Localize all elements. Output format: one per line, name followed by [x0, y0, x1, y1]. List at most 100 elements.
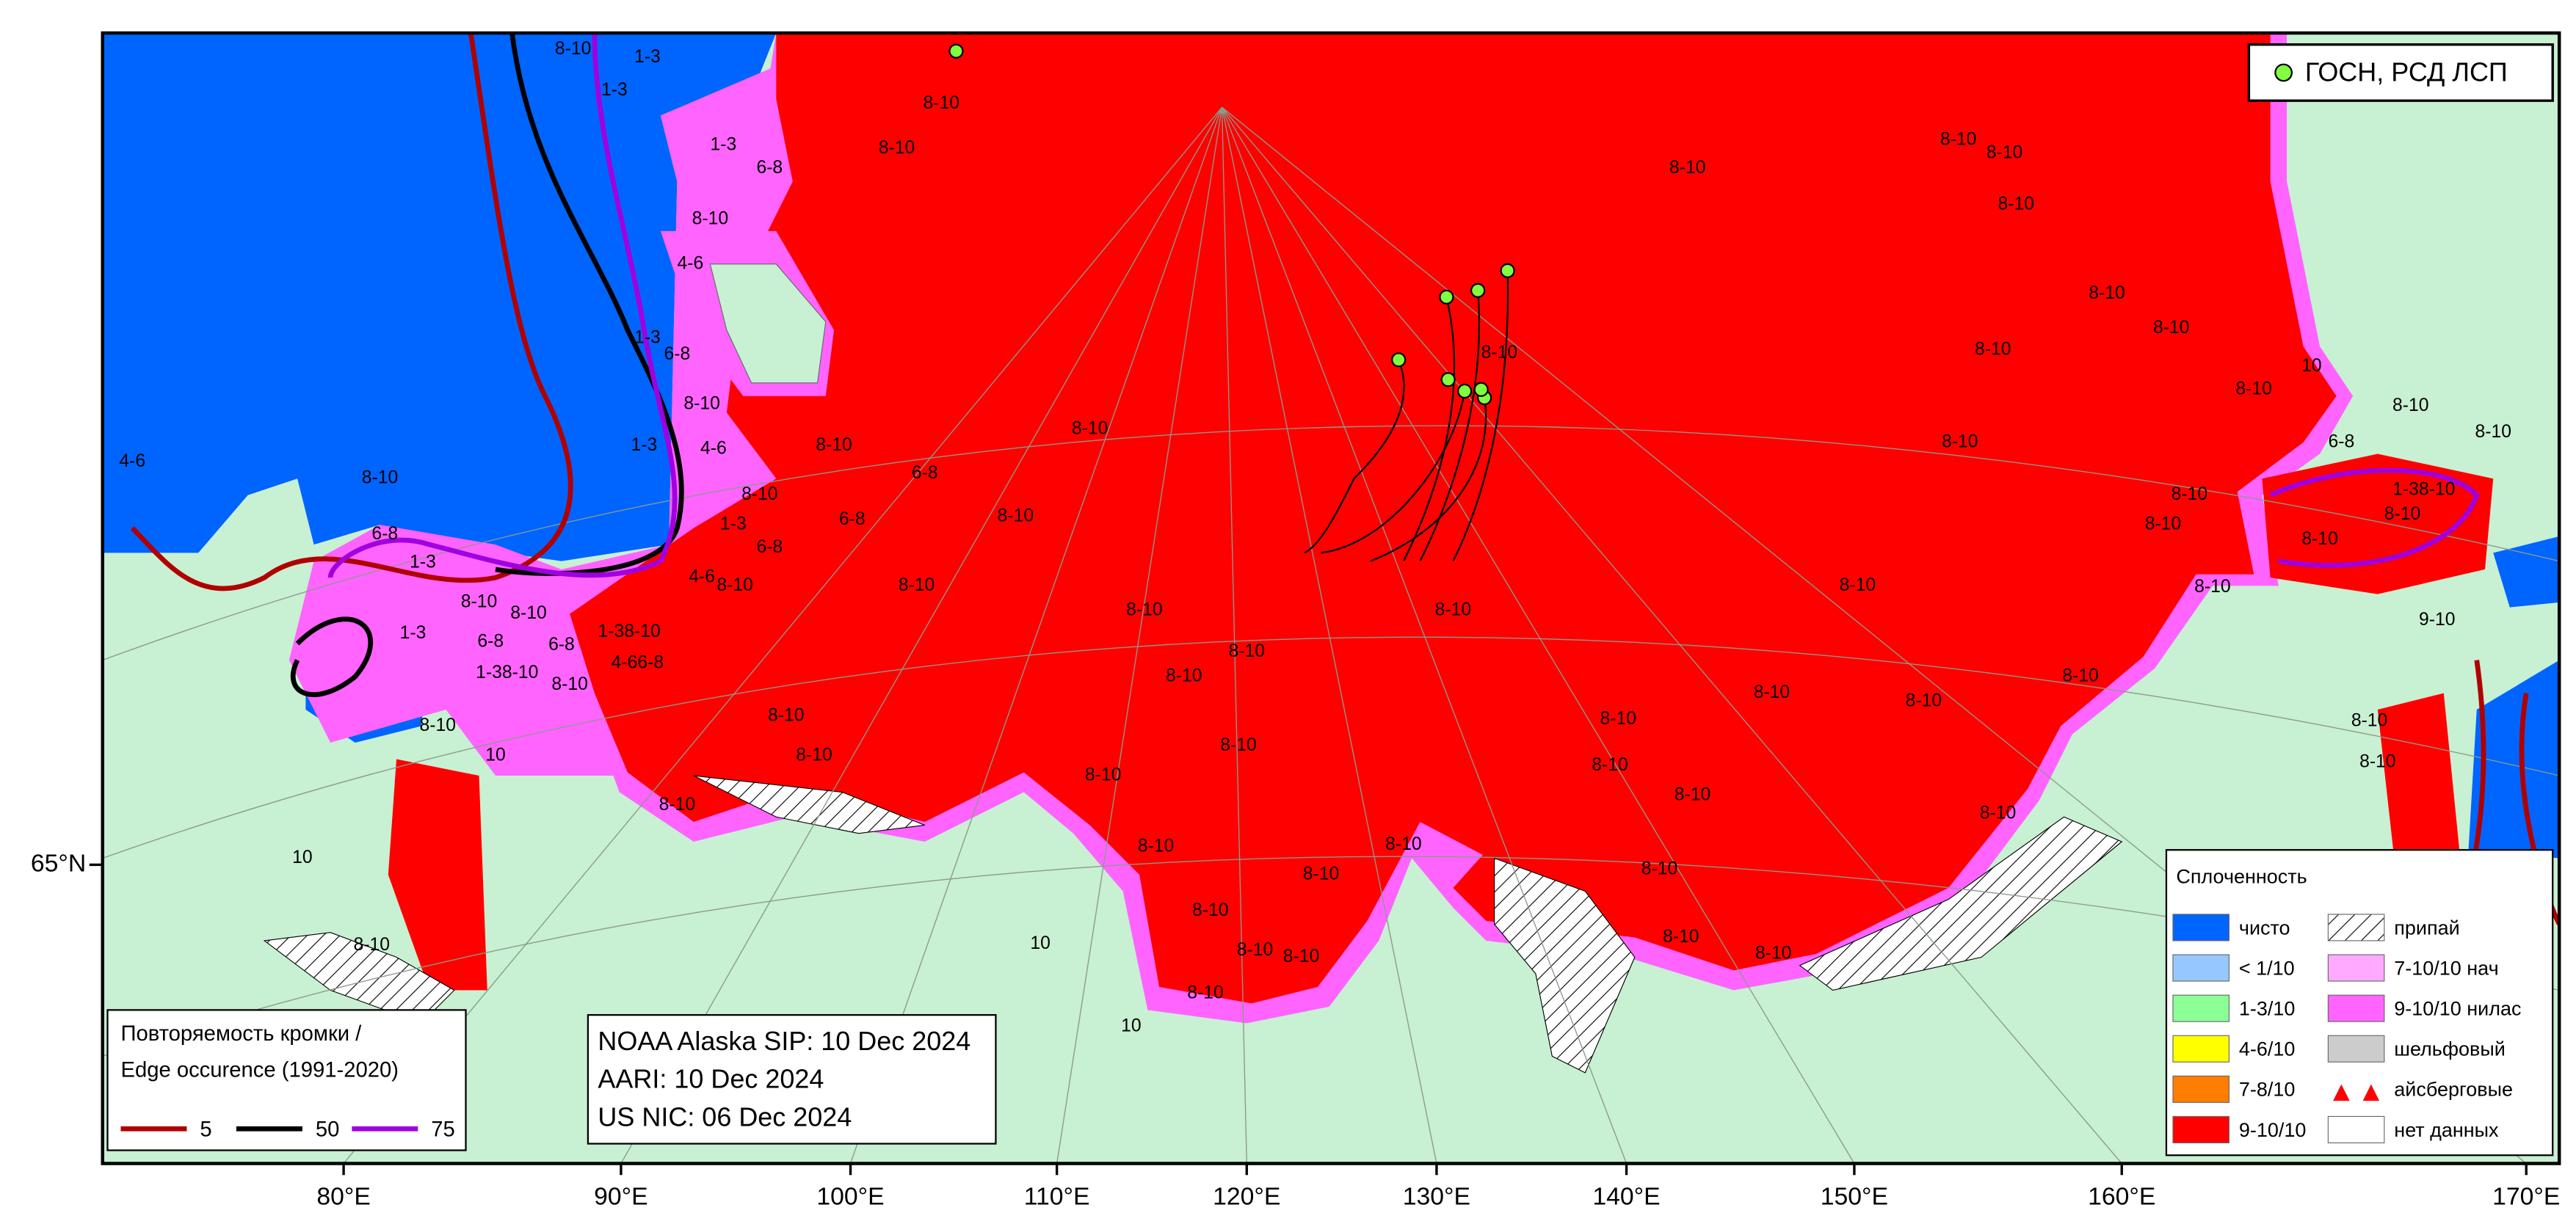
- ice-label: 8-10: [1600, 709, 1636, 729]
- points-legend-box: [2247, 43, 2554, 102]
- legend-swatch: [2172, 994, 2229, 1022]
- ice-label: 8-10: [1840, 575, 1876, 595]
- ice-label: 8-10: [2145, 514, 2181, 534]
- info-line: US NIC: 06 Dec 2024: [598, 1101, 852, 1132]
- x-tick-label: 140°E: [1592, 1183, 1660, 1211]
- ice-label: 8-10: [555, 39, 591, 59]
- info-line: NOAA Alaska SIP: 10 Dec 2024: [598, 1026, 970, 1056]
- ice-label: 8-10: [768, 706, 804, 726]
- ice-label: 4-6: [689, 567, 715, 587]
- ice-label: 10: [1030, 933, 1051, 953]
- x-tick-label: 130°E: [1403, 1183, 1470, 1211]
- ice-label: 8-10: [2359, 752, 2395, 772]
- ice-label: 8-10: [1942, 431, 1978, 451]
- ice-label: 8-10: [2384, 504, 2420, 524]
- legend-label: 4-6/10: [2239, 1038, 2295, 1060]
- ice-label: 8-10: [1669, 158, 1705, 178]
- ice-label: 6-8: [477, 631, 504, 651]
- pack-ice: [2377, 693, 2461, 859]
- ice-label: 8-10: [1906, 691, 1942, 710]
- ice-label: 8-10: [1385, 834, 1421, 854]
- pack-ice: [388, 759, 487, 991]
- pack-ice: [2262, 453, 2494, 594]
- legend-swatch: [2327, 994, 2385, 1022]
- points-legend-marker: [2274, 63, 2293, 82]
- ice-label: 8-10: [2475, 422, 2511, 442]
- ice-label: 8-10: [2172, 484, 2207, 504]
- ice-label: 8-10: [420, 715, 456, 735]
- ice-label: 1-3: [631, 435, 658, 455]
- ice-label: 8-10: [1663, 927, 1699, 947]
- station-point: [1473, 382, 1489, 397]
- station-point: [1439, 289, 1454, 305]
- ice-label: 4-6: [700, 438, 727, 458]
- x-tick-label: 120°E: [1213, 1183, 1280, 1211]
- ice-label: 8-10: [2301, 529, 2337, 549]
- ice-label: 1-38-10: [476, 663, 538, 682]
- edge-legend-label: 50: [316, 1118, 340, 1141]
- map-area: 8-10 8-10 8-10 8-10 8-10 8-10 8-10 8-10 8-10 8-10…: [102, 32, 2560, 1164]
- ice-label: 8-10: [510, 603, 546, 623]
- ice-label: 1-3: [634, 328, 661, 348]
- points-legend-label: ГОСН, РСД ЛСП: [2305, 57, 2508, 87]
- ice-label: 8-10: [1641, 859, 1677, 879]
- ice-label: 6-8: [664, 344, 691, 364]
- ice-label: 8-10: [1138, 836, 1174, 856]
- legend-swatch-iceberg: [2362, 1084, 2380, 1101]
- drift-tracks: [1304, 270, 1509, 562]
- ice-label: 8-10: [1187, 983, 1223, 1002]
- ice-label: 8-10: [1072, 418, 1108, 438]
- open-water: [2493, 536, 2560, 608]
- ice-label: 4-6: [119, 451, 145, 471]
- legend-label: припай: [2394, 917, 2459, 939]
- ice-label: 1-3: [400, 623, 427, 643]
- legend-label: 1-3/10: [2239, 998, 2295, 1020]
- ice-label: 8-10: [816, 435, 852, 455]
- ice-label: 8-10: [2194, 577, 2230, 597]
- ice-label: 8-10: [716, 575, 752, 595]
- x-tick-label: 170°E: [2492, 1183, 2560, 1211]
- ice-label: 6-8: [548, 635, 575, 655]
- fast-ice: [1799, 816, 2123, 991]
- ice-label: 6-8: [371, 524, 398, 544]
- ice-label: 8-10: [692, 209, 728, 229]
- ice-label: 8-10: [1166, 666, 1202, 686]
- ice-label: 8-10: [1592, 755, 1628, 775]
- ice-label: 8-10: [923, 93, 959, 113]
- ice-label: 6-8: [2328, 431, 2354, 451]
- legends: ГОСН, РСД ЛСП Повторяемость кромки / Edge …: [106, 43, 2554, 1156]
- x-tick-label: 100°E: [816, 1183, 884, 1211]
- ice-label: 8-10: [2235, 379, 2271, 398]
- ice-label: 8-10: [1435, 600, 1471, 620]
- axes: 80°E 90°E 100°E 110°E 120°E 130°E 140°E 150°E 16…: [31, 849, 2560, 1210]
- ice-label: 6-8: [912, 463, 938, 483]
- fast-ice: [693, 775, 925, 834]
- legend-swatch: [2327, 1115, 2385, 1143]
- ice-label: 4-6: [678, 253, 704, 273]
- legend-swatch: [2172, 954, 2229, 982]
- ice-label: 8-10: [998, 506, 1034, 525]
- ice-label: 8-10: [551, 674, 587, 694]
- ice-label: 8-10: [1085, 765, 1121, 785]
- edge-legend-title: Повторяемость кромки /: [120, 1022, 362, 1046]
- legend-swatch: [2327, 914, 2385, 941]
- legend-swatch: [2327, 1035, 2385, 1063]
- ice-label: 10: [292, 848, 313, 867]
- ice-label: 1-3: [634, 47, 661, 67]
- ice-label: 8-10: [879, 138, 915, 158]
- ice-label: 6-8: [839, 509, 866, 529]
- ice-label: 8-10: [1303, 864, 1339, 884]
- edge-legend-title: Edge occurence (1991-2020): [120, 1058, 398, 1082]
- ice-label: 9-10: [2419, 610, 2455, 630]
- ice-label: 8-10: [1987, 143, 2022, 163]
- legend-label: < 1/10: [2239, 957, 2295, 979]
- ice-label: 1-3: [601, 80, 628, 100]
- ice-label: 1-3: [720, 514, 747, 534]
- legend-swatch: [2172, 914, 2229, 941]
- station-point: [1500, 263, 1515, 278]
- ice-label: 8-10: [683, 394, 719, 414]
- legend-swatch: [2327, 954, 2385, 982]
- ice-label: 8-10: [1998, 194, 2034, 214]
